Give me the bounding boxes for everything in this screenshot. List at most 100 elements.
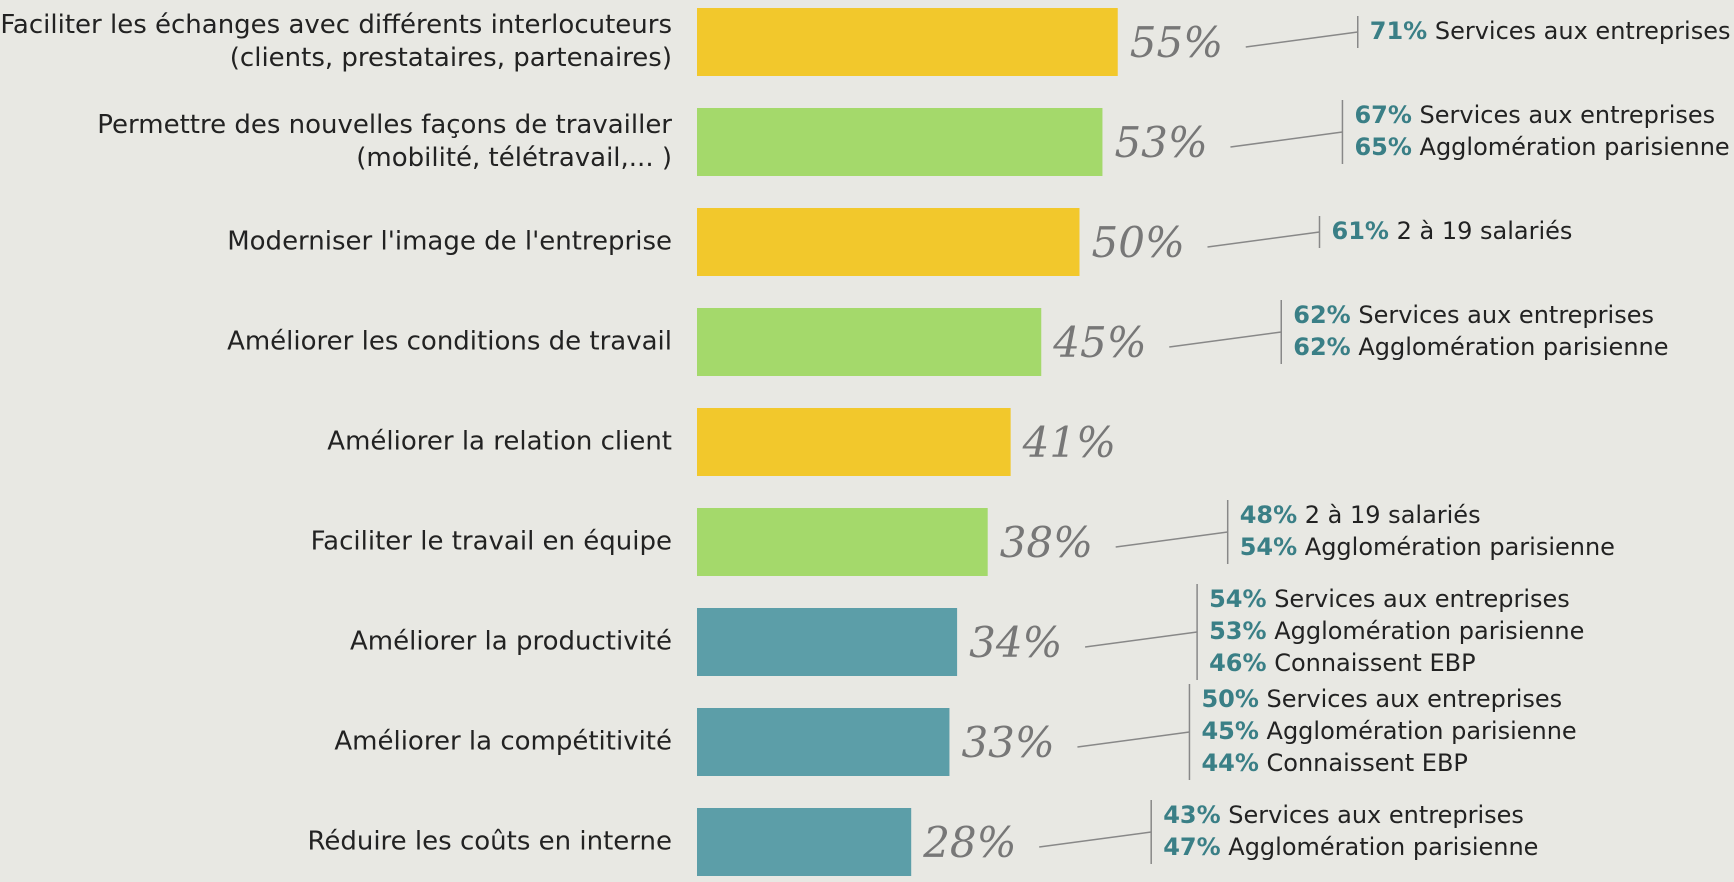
connector [1169,331,1282,348]
bar [697,108,1103,176]
detail-value: 62% [1293,301,1350,329]
detail-space [1259,749,1267,777]
detail-space [1267,617,1275,645]
bar [697,8,1118,76]
detail-space [1221,833,1229,861]
detail: 50% Services aux entreprises [1201,685,1562,713]
connector [1039,831,1152,848]
category-label: Faciliter le travail en équipe [310,526,672,557]
category-label: Permettre des nouvelles façons de travai… [97,110,672,173]
bar [697,808,912,876]
detail-segment: Services aux entreprises [1274,585,1570,613]
bar [697,408,1011,476]
detail-value: 44% [1201,749,1258,777]
bar [697,308,1042,376]
value-label: 28% [922,818,1016,867]
detail: 45% Agglomération parisienne [1201,717,1576,745]
category-label: Améliorer la productivité [350,626,672,657]
detail-value: 45% [1201,717,1258,745]
detail-segment: Services aux entreprises [1420,101,1716,129]
detail-value: 71% [1370,17,1427,45]
value-label: 38% [1000,518,1093,567]
value-label: 50% [1092,218,1185,267]
connector [1245,31,1358,48]
category-label: Améliorer les conditions de travail [227,326,672,357]
detail: 53% Agglomération parisienne [1209,617,1584,645]
detail-value: 62% [1293,333,1350,361]
detail-value: 47% [1163,833,1220,861]
detail-segment: Agglomération parisienne [1228,833,1538,861]
detail-segment: Agglomération parisienne [1274,617,1584,645]
category-label: Réduire les coûts en interne [307,826,672,857]
value-label: 34% [969,618,1062,667]
detail-space [1221,801,1229,829]
detail-space [1427,17,1435,45]
connector [1085,631,1198,648]
value-label: 45% [1052,318,1146,367]
category-label: Moderniser l'image de l'entreprise [227,226,672,257]
detail: 54% Agglomération parisienne [1240,533,1615,561]
detail-segment: Services aux entreprises [1435,17,1731,45]
detail: 43% Services aux entreprises [1163,801,1524,829]
detail-segment: Agglomération parisienne [1358,333,1668,361]
detail-segment: Connaissent EBP [1267,749,1468,777]
bar [697,608,958,676]
detail-value: 50% [1201,685,1258,713]
detail-segment: Agglomération parisienne [1305,533,1615,561]
category-label: Faciliter les échanges avec différents i… [0,10,672,73]
detail: 71% Services aux entreprises [1370,17,1731,45]
detail-segment: Agglomération parisienne [1420,133,1730,161]
detail-space [1297,501,1305,529]
bar [697,708,950,776]
detail-space [1267,585,1275,613]
detail: 44% Connaissent EBP [1201,749,1467,777]
value-label: 53% [1114,118,1207,167]
detail-space [1412,101,1420,129]
detail-segment: Services aux entreprises [1358,301,1654,329]
detail: 54% Services aux entreprises [1209,585,1570,613]
connector [1207,231,1320,248]
detail: 65% Agglomération parisienne [1354,133,1729,161]
detail-space [1267,649,1275,677]
bar [697,208,1080,276]
detail: 62% Services aux entreprises [1293,301,1654,329]
detail-segment: Services aux entreprises [1228,801,1524,829]
detail: 47% Agglomération parisienne [1163,833,1538,861]
detail-segment: Services aux entreprises [1267,685,1563,713]
connector [1230,131,1343,148]
category-label: Améliorer la compétitivité [334,726,672,757]
detail-value: 65% [1354,133,1411,161]
detail-space [1259,685,1267,713]
detail-segment: Agglomération parisienne [1267,717,1577,745]
detail-value: 46% [1209,649,1266,677]
connector [1115,531,1228,548]
detail-space [1259,717,1267,745]
detail-segment: Connaissent EBP [1274,649,1475,677]
detail-value: 61% [1332,217,1389,245]
value-label: 33% [961,718,1054,767]
detail-value: 53% [1209,617,1266,645]
detail: 61% 2 à 19 salariés [1332,217,1573,245]
detail-value: 48% [1240,501,1297,529]
detail-value: 43% [1163,801,1220,829]
detail: 46% Connaissent EBP [1209,649,1475,677]
detail-space [1351,333,1359,361]
detail: 62% Agglomération parisienne [1293,333,1668,361]
detail-value: 54% [1209,585,1266,613]
detail: 67% Services aux entreprises [1354,101,1715,129]
bar [697,508,988,576]
detail-value: 54% [1240,533,1297,561]
detail-space [1389,217,1397,245]
value-label: 55% [1130,18,1223,67]
detail-segment: 2 à 19 salariés [1305,501,1481,529]
connector [1077,731,1190,748]
detail-space [1412,133,1420,161]
value-label: 41% [1022,418,1116,467]
detail-value: 67% [1354,101,1411,129]
detail-segment: 2 à 19 salariés [1397,217,1573,245]
detail: 48% 2 à 19 salariés [1240,501,1481,529]
detail-space [1297,533,1305,561]
detail-space [1351,301,1359,329]
